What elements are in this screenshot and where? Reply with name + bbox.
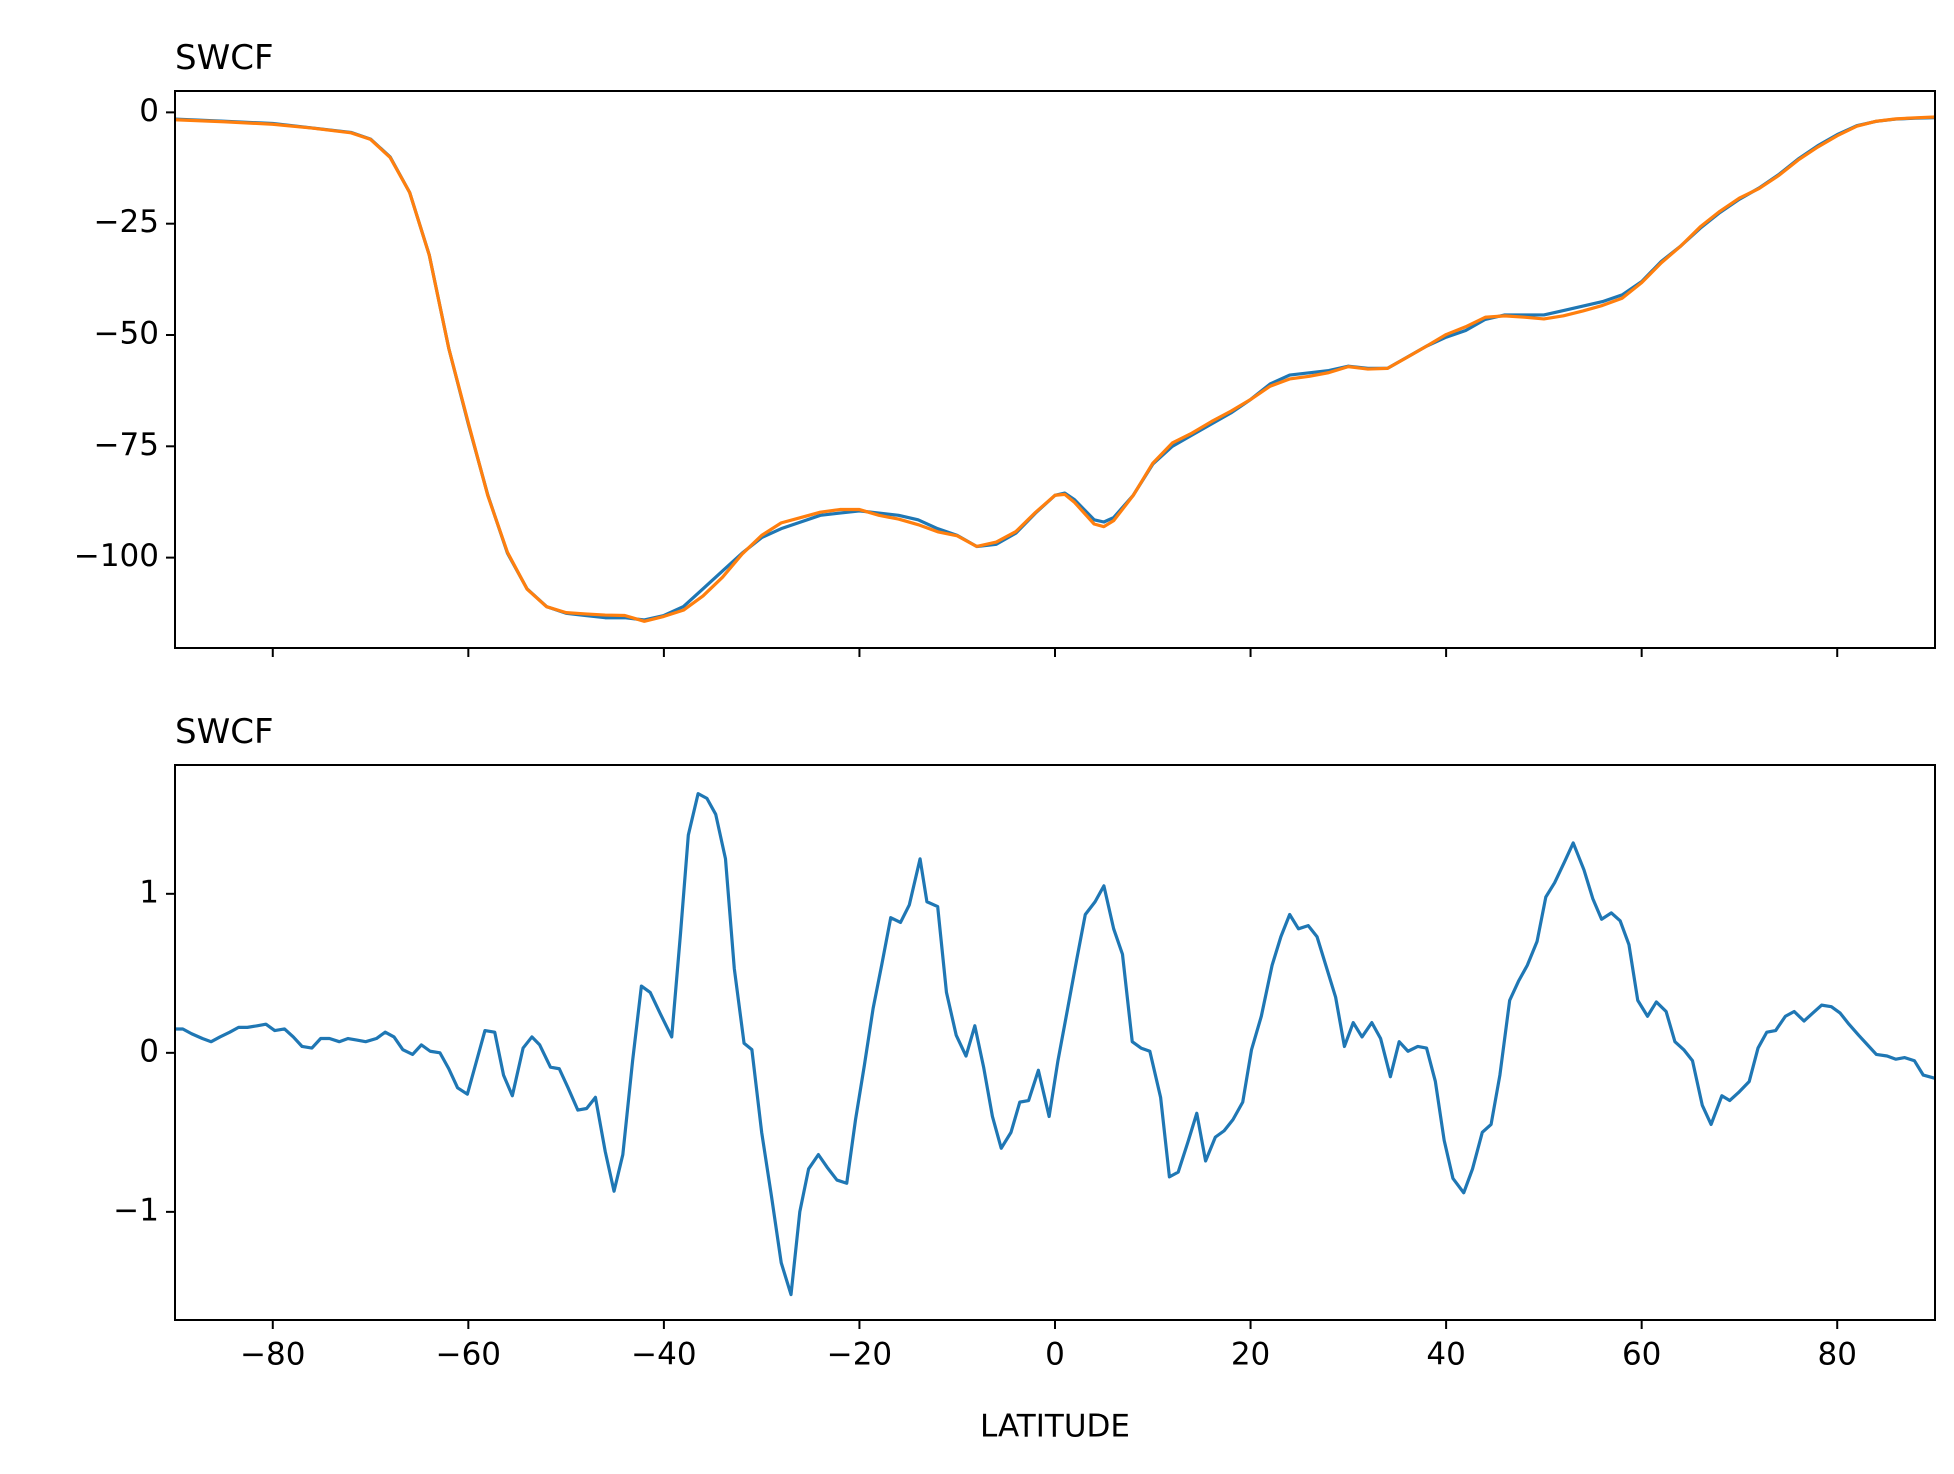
y-tick-label: 0	[139, 93, 159, 129]
y-tick-label: 1	[139, 874, 159, 910]
line-series	[175, 115, 1935, 623]
line-series	[175, 792, 1935, 1297]
x-tick-label: 40	[1426, 1337, 1465, 1373]
x-tick-label: −40	[631, 1337, 696, 1373]
y-tick-label: 0	[139, 1033, 159, 1069]
y-tick-label: −100	[74, 538, 159, 574]
x-axis-label: LATITUDE	[980, 1409, 1130, 1445]
chart-title: SWCF	[175, 38, 274, 78]
y-tick-label: −25	[94, 204, 159, 240]
x-tick-label: 20	[1231, 1337, 1270, 1373]
x-tick-label: −20	[827, 1337, 892, 1373]
x-tick-label: 60	[1622, 1337, 1661, 1373]
y-tick-label: −1	[113, 1192, 159, 1228]
y-tick-label: −50	[94, 315, 159, 351]
x-tick-label: −80	[240, 1337, 305, 1373]
x-tick-label: −60	[436, 1337, 501, 1373]
x-tick-label: 80	[1817, 1337, 1856, 1373]
y-tick-label: −75	[94, 427, 159, 463]
plot-frame	[174, 764, 1936, 1321]
x-tick-label: 0	[1045, 1337, 1065, 1373]
line-series	[175, 116, 1935, 622]
plot-frame	[174, 90, 1936, 649]
chart-title: SWCF	[175, 712, 274, 752]
